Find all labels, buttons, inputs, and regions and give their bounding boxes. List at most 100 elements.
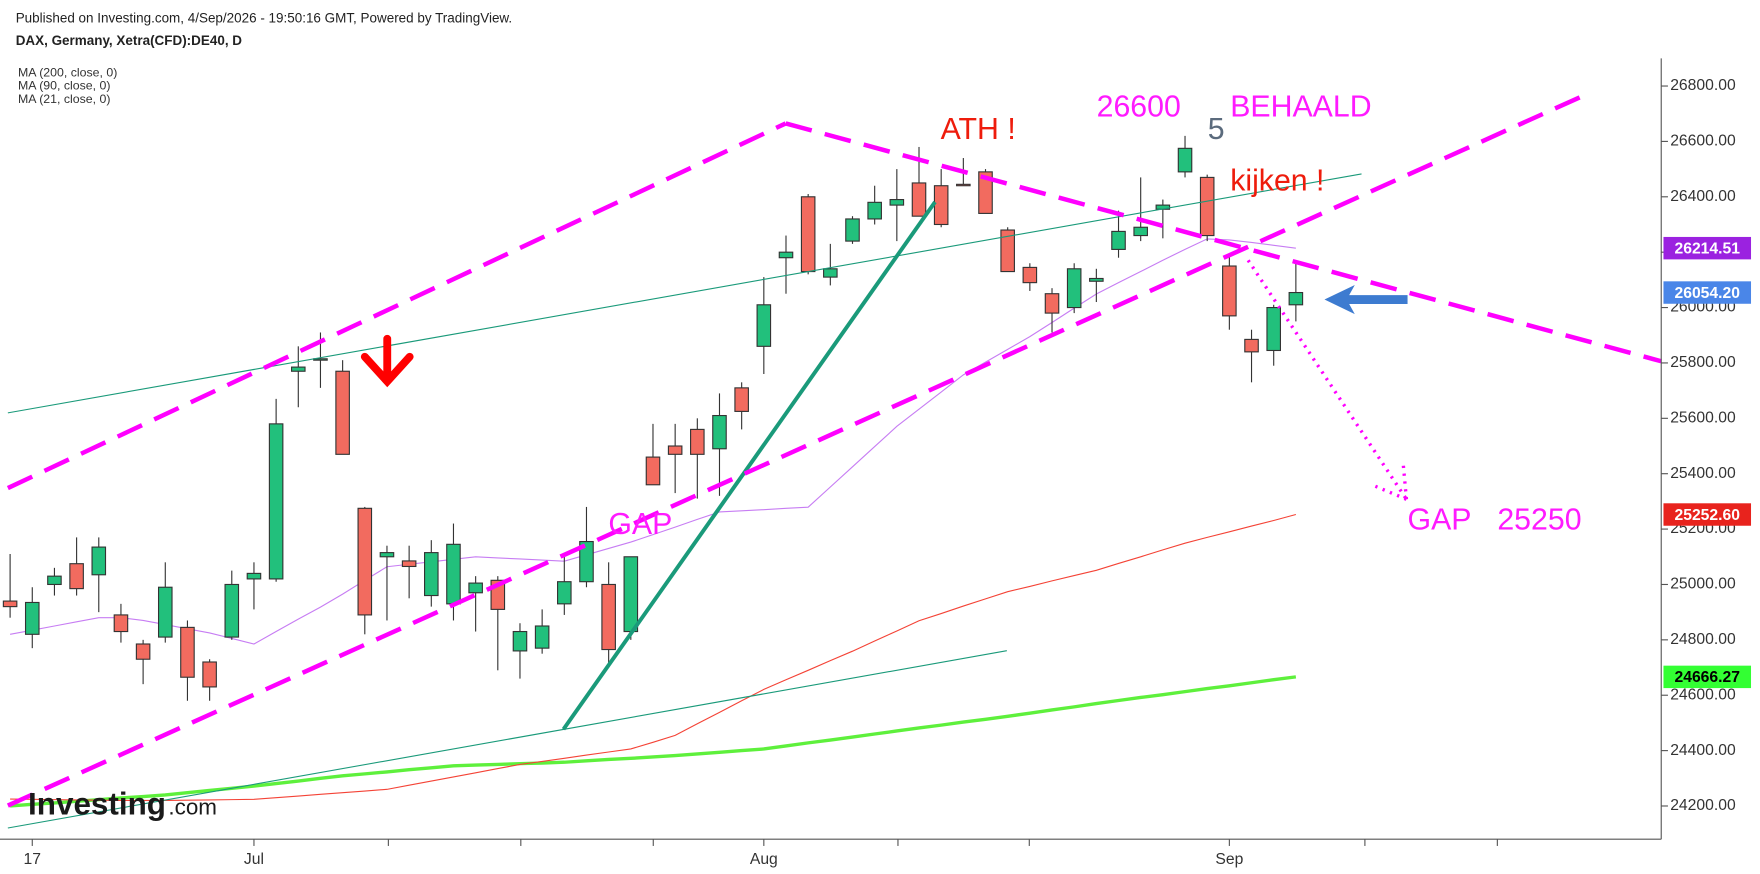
- logo: Investing .com: [28, 787, 217, 822]
- candle-body: [933, 185, 949, 226]
- candle-body: [800, 196, 816, 273]
- candle-body: [845, 218, 860, 242]
- candle-body: [24, 601, 40, 635]
- y-tick-label: 26600.00: [1670, 133, 1736, 150]
- price-tag: [1663, 503, 1752, 526]
- channel-line: [6, 121, 787, 491]
- candle-body: [956, 183, 971, 187]
- candle-body: [401, 560, 417, 568]
- price-tag-label: 24666.27: [1674, 669, 1740, 686]
- x-tick-label: Aug: [750, 851, 778, 868]
- logo-suffix: .com: [168, 795, 217, 820]
- candle-body: [734, 387, 749, 412]
- candle-body: [1266, 306, 1281, 352]
- drawings: [6, 89, 1662, 829]
- annotation: GAP: [608, 508, 672, 541]
- price-tag-label: 26214.51: [1674, 240, 1740, 257]
- candle-body: [202, 661, 217, 688]
- candle-body: [1222, 265, 1237, 317]
- logo-brand: Investing: [28, 787, 166, 822]
- candle-body: [534, 625, 550, 649]
- candle-body: [1066, 268, 1082, 309]
- candle-body: [712, 414, 727, 450]
- source-note: Published on Investing.com, 4/Sep/2026 -…: [16, 10, 512, 25]
- annotation: GAP: [1408, 504, 1472, 537]
- candle-body: [690, 428, 705, 455]
- ma-line: [10, 513, 1297, 802]
- channel-line: [785, 121, 1662, 364]
- x-tick-label: Sep: [1215, 851, 1243, 868]
- candle-body: [1199, 176, 1215, 237]
- candle-body: [1044, 293, 1060, 314]
- candle-body: [91, 546, 107, 576]
- candle-body: [268, 423, 284, 580]
- x-minor-ticks: [387, 839, 1498, 846]
- candle-body: [911, 182, 927, 217]
- channel-line: [6, 89, 1593, 808]
- candle-body: [113, 614, 129, 633]
- annotation: BEHAALD: [1230, 91, 1371, 124]
- candle-body: [667, 445, 683, 455]
- candle-body: [645, 456, 661, 486]
- candle-body: [157, 586, 173, 638]
- candle-body: [557, 581, 572, 605]
- candle-body: [512, 630, 528, 652]
- candle-body: [69, 563, 84, 590]
- y-tick-label: 24200.00: [1670, 797, 1736, 814]
- candle-body: [823, 268, 838, 278]
- candle-body: [1022, 266, 1038, 284]
- x-tick-label: Jul: [244, 851, 264, 868]
- candle-body: [867, 201, 882, 220]
- candle-body: [579, 540, 594, 583]
- candle-body: [180, 626, 195, 678]
- annotations: ATH ! 26600 5 BEHAALD kijken ! GAP GAP 2…: [608, 91, 1581, 541]
- legend-entry: MA (21, close, 0): [18, 92, 111, 106]
- candle-body: [313, 358, 328, 361]
- annotation: 25250: [1497, 504, 1581, 537]
- ma-line: [9, 238, 1296, 645]
- candle-body: [623, 556, 639, 633]
- legend-entry: MA (200, close, 0): [18, 65, 117, 79]
- annotation: ATH !: [941, 113, 1016, 146]
- annotation: kijken !: [1230, 165, 1324, 198]
- left-arrow: [1324, 284, 1408, 315]
- candle-body: [424, 552, 439, 597]
- y-tick-label: 24400.00: [1670, 742, 1736, 759]
- candle-body: [379, 552, 395, 558]
- candle-body: [1133, 226, 1148, 237]
- projection-line: [1246, 259, 1409, 501]
- price-tag: [1663, 236, 1752, 260]
- price-tag-label: 26054.20: [1674, 285, 1740, 302]
- down-arrow: [360, 334, 414, 388]
- trendline: [7, 650, 1007, 829]
- y-tick-label: 26400.00: [1670, 188, 1736, 205]
- candle-body: [246, 572, 262, 580]
- candle-body: [778, 251, 794, 259]
- x-tick-label: 17: [24, 851, 41, 868]
- price-tag: [1663, 665, 1752, 689]
- price-tag-label: 25252.60: [1674, 507, 1740, 524]
- annotation: 26600: [1097, 91, 1181, 124]
- candle-body: [1288, 291, 1304, 306]
- candle-body: [1000, 229, 1015, 273]
- candle-body: [468, 582, 483, 594]
- chart-title: DAX, Germany, Xetra(CFD):DE40, D: [16, 33, 243, 48]
- y-tick-label: 25800.00: [1670, 354, 1736, 371]
- y-tick-label: 25600.00: [1670, 409, 1736, 426]
- candle-body: [1111, 230, 1126, 250]
- candle-body: [601, 583, 616, 651]
- price-tag: [1663, 281, 1752, 304]
- candle-body: [290, 366, 306, 372]
- price-tags: 26214.51 26054.20 25252.60 24666.27: [1663, 236, 1752, 689]
- candle-body: [978, 171, 993, 214]
- y-tick-label: 24600.00: [1670, 686, 1736, 703]
- candle-body: [47, 575, 62, 586]
- y-tick-label: 24800.00: [1670, 631, 1736, 648]
- candle-body: [756, 304, 772, 347]
- candle-body: [1177, 147, 1193, 173]
- candle-body: [446, 543, 461, 605]
- trendline: [7, 173, 1362, 414]
- legend: MA (200, close, 0)MA (90, close, 0)MA (2…: [18, 65, 117, 106]
